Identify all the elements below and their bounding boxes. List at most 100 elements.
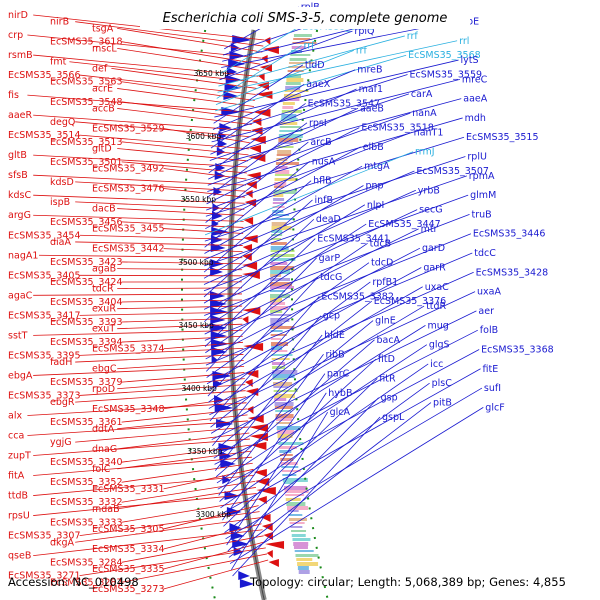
annotation-stripe [270,314,292,316]
annotation-stripe [276,158,288,161]
annotation-stripe [287,70,304,72]
annotation-stripe [273,390,298,392]
gene-label: EcSMS35_3446 [473,229,546,240]
forward-feature-arrow [229,523,242,532]
gene-leader-line [38,254,243,259]
gene-label: EcSMS35_3547 [308,98,381,109]
gene-label: EcSMS35_3514 [8,130,81,141]
gene-label: secG [419,205,442,216]
gene-leader-line [75,426,249,443]
gene-leader-line [75,21,264,47]
gene-label: rrf [356,45,368,56]
gene-leader-line [33,456,252,476]
gene-label: EcSMS35_3404 [50,297,123,308]
annotation-stripe [273,198,285,201]
gene-leader-line [208,281,371,403]
gene-leader-line [205,136,465,217]
gene-leader-line [215,334,323,471]
gene-label: hybB [328,388,352,399]
gene-label: nanA [412,108,437,119]
gene-leader-line [79,384,246,396]
annotation-stripe [283,482,294,484]
annotation-stripe [278,446,297,449]
forward-feature-arrow [211,227,230,236]
gene-label: EcSMS35_3273 [92,584,165,595]
gene-leader-line [163,248,243,253]
gene-label: argG [8,210,31,221]
gene-leader-line [117,432,250,450]
kbp-tick: 3350 kbp [187,447,223,456]
annotation-stripe [280,458,294,461]
gene-leader-line [121,221,244,228]
gene-leader-line [79,511,260,537]
gene-label: EcSMS35_3515 [466,132,539,143]
gene-label: EcSMS35_3307 [8,531,81,542]
reverse-feature-arrow [258,73,265,81]
reverse-feature-arrow [242,253,252,261]
annotation-stripe [280,118,298,121]
gene-label: sfsB [8,170,28,181]
gene-leader-line [210,305,425,434]
annotation-stripe [283,98,300,101]
gene-label: yrbB [418,185,440,196]
gene-label: gspL [382,412,405,423]
reverse-feature-arrow [242,316,249,324]
gene-leader-line [117,27,263,53]
annotation-stripe [271,218,294,220]
annotation-stripe [288,62,314,64]
gene-label: agaC [8,290,33,301]
gene-leader-line [79,134,250,150]
gene-label: EcSMS35_3332 [50,497,123,508]
gene-label: rrmJ [415,147,435,158]
gene-label: EcSMS35_3618 [50,37,123,48]
gene-leader-line [205,243,368,354]
gene-label: ygjG [50,437,72,448]
gene-label: truB [472,209,492,220]
annotation-stripe [270,302,286,305]
gene-label: rpfB1 [372,277,398,288]
gene-leader-line [232,416,381,577]
forward-feature-arrow [239,579,255,588]
kbp-tick: 3400 kbp [181,384,217,393]
gene-leader-line [121,101,253,120]
gene-leader-line [208,286,423,409]
gene-leader-line [121,408,248,423]
gene-label: glcA [330,407,351,418]
gene-leader-line [33,54,259,77]
annotation-stripe [278,134,303,138]
reverse-feature-arrow [257,496,267,504]
gene-leader-line [203,194,469,292]
reverse-feature-arrow [250,442,267,450]
gene-label: rplQ [354,26,374,37]
reverse-feature-arrow [245,181,257,189]
accession-label: Accession: NC_010498 [8,575,139,589]
annotation-stripe [285,498,301,501]
gene-leader-line [33,529,263,557]
annotation-stripe [287,506,309,510]
gene-label: EcSMS35_3334 [92,544,165,555]
gene-label: diaA [50,237,71,248]
gene-leader-line [224,382,430,533]
annotation-stripe [271,350,288,352]
gene-leader-line [204,161,310,248]
gene-label: EcSMS35_3348 [92,404,165,415]
gene-label: bacA [376,335,400,346]
annotation-stripe [292,42,317,44]
gene-leader-line [33,329,243,336]
gene-leader-line [121,81,255,101]
annotation-stripe [291,530,307,532]
annotation-stripe [289,522,305,524]
annotation-stripe [273,194,284,197]
gene-leader-line [33,174,246,186]
gene-leader-line [212,69,356,130]
gene-label: rplU [467,152,487,163]
gene-leader-line [207,276,319,397]
gene-leader-line [79,347,244,356]
gene-label: EcSMS35_3382 [321,291,394,302]
gene-label: folB [480,325,498,336]
annotation-stripe [276,422,293,424]
gene-leader-line [121,141,249,156]
forward-feature-arrow [238,571,250,580]
gene-leader-line [209,98,462,168]
